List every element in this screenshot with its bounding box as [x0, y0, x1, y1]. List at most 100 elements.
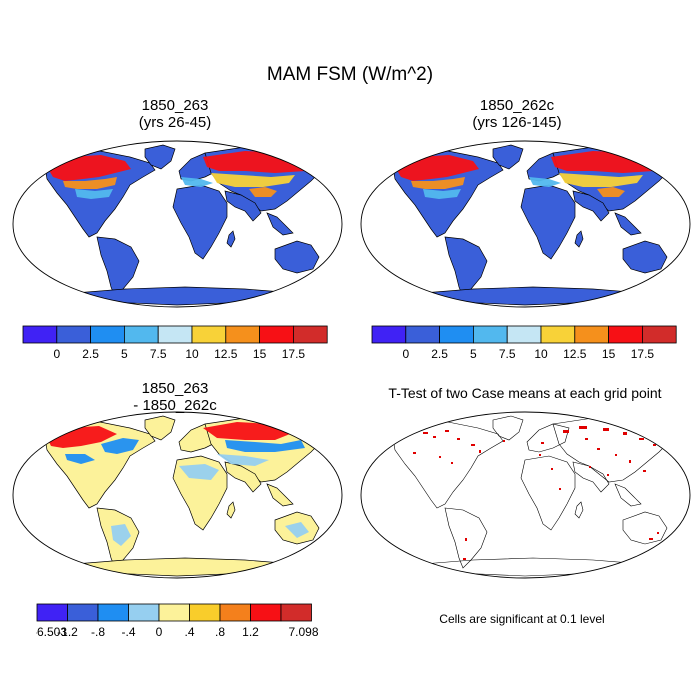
- colorbar-box: [191, 325, 227, 344]
- panel3-title-line1: 1850_263: [141, 380, 209, 397]
- landmass-australia: [274, 240, 320, 274]
- colorbar-box: [574, 325, 610, 344]
- landmass-north-america: [392, 421, 504, 509]
- colorbar-box: [56, 325, 91, 344]
- colorbar-box: [641, 325, 677, 344]
- colorbar-tick-label: 17.5: [282, 347, 306, 361]
- significant-cell: [539, 454, 541, 456]
- colorbar-tick-label: 2.5: [82, 347, 99, 361]
- significant-cell: [629, 460, 631, 463]
- value-region: [529, 177, 561, 187]
- landmass-antarctica: [422, 286, 644, 306]
- landmass-southeast-asia: [266, 212, 294, 236]
- significant-cell: [603, 428, 609, 431]
- landmass-australia: [622, 511, 668, 545]
- colorbar-tick-label: 17.5: [631, 347, 655, 361]
- colorbar-tick-label: 12.5: [214, 347, 238, 361]
- panel1-title-line2: (yrs 26-45): [138, 114, 212, 131]
- significant-cell: [433, 436, 436, 438]
- landmass-africa: [172, 184, 228, 260]
- landmass-europe: [526, 423, 570, 453]
- panel4-title: T-Test of two Case means at each grid po…: [388, 385, 662, 401]
- colorbar-box: [371, 325, 407, 344]
- value-region: [111, 524, 131, 546]
- landmass-southeast-asia: [614, 212, 642, 236]
- colorbar-tick-label: 5: [470, 347, 477, 361]
- significant-cell: [615, 454, 617, 456]
- significant-cell: [445, 430, 449, 432]
- colorbar-box: [128, 603, 160, 622]
- colorbar-difference: -6.503-1.2 -.8 -.4 0 .4 .8 1.2 7.098: [36, 603, 319, 639]
- significant-cell: [643, 470, 646, 472]
- colorbar-box: [540, 325, 576, 344]
- colorbar-box: [124, 325, 159, 344]
- map-land-group: [44, 415, 334, 577]
- landmass-south-america: [444, 236, 488, 298]
- colorbar-box: [439, 325, 474, 344]
- landmass-new-zealand: [326, 537, 334, 553]
- colorbar-tick-label: -.8: [91, 625, 105, 639]
- landmass-greenland: [492, 415, 524, 441]
- value-region: [181, 177, 213, 187]
- value-region: [217, 454, 269, 466]
- colorbar-tick-label: 5: [121, 347, 128, 361]
- significant-cell: [653, 444, 656, 446]
- landmass-madagascar: [226, 501, 236, 519]
- map-land-group: [44, 144, 334, 306]
- colorbar-tick-label: 12.5: [563, 347, 587, 361]
- map-panel-ttest: [360, 411, 691, 579]
- panel2-title: 1850_262c (yrs 126-145): [372, 97, 662, 131]
- value-region: [559, 173, 643, 187]
- value-region: [65, 454, 95, 464]
- panel3-title-line2: - 1850_262c: [133, 397, 217, 414]
- colorbar-tick-label: .4: [184, 625, 194, 639]
- colorbar-panel2: 0 2.5 5 7.5 10 12.5 15 17.5: [371, 325, 677, 361]
- map-panel-1850-263: [12, 140, 343, 308]
- landmass-south-america: [96, 236, 140, 298]
- value-region: [423, 189, 461, 199]
- significant-cell: [457, 438, 460, 440]
- significant-cell: [503, 440, 505, 442]
- significant-cell: [471, 444, 475, 446]
- colorbar-tick-label: .8: [215, 625, 225, 639]
- landmass-australia: [622, 240, 668, 274]
- landmass-greenland: [144, 144, 176, 170]
- colorbar-tick-label: -.4: [121, 625, 135, 639]
- landmass-greenland: [492, 144, 524, 170]
- map-panel-difference: [12, 411, 343, 579]
- landmass-madagascar: [574, 230, 584, 248]
- value-region: [211, 173, 295, 187]
- value-region: [597, 187, 625, 197]
- significant-cell: [639, 438, 644, 440]
- significant-cell: [563, 430, 569, 433]
- significant-cell: [607, 474, 609, 476]
- colorbar-box: [280, 603, 312, 622]
- significant-cell: [541, 442, 544, 444]
- significant-cell: [589, 466, 591, 468]
- landmass-new-zealand: [674, 537, 682, 553]
- colorbar-panel1: 0 2.5 5 7.5 10 12.5 15 17.5: [22, 325, 328, 361]
- colorbar-box: [22, 325, 58, 344]
- significant-cell: [463, 558, 466, 560]
- significant-cell: [649, 538, 653, 540]
- panel1-title: 1850_263 (yrs 26-45): [30, 97, 320, 131]
- significant-cell: [551, 468, 553, 470]
- colorbar-box: [90, 325, 125, 344]
- significant-cell: [669, 542, 671, 544]
- colorbar-tick-label: 7.5: [150, 347, 167, 361]
- colorbar-box: [506, 325, 542, 344]
- panel1-title-line1: 1850_263: [141, 97, 209, 114]
- landmass-arabia-india: [224, 461, 262, 493]
- colorbar-box: [250, 603, 282, 622]
- colorbar-tick-label: 2.5: [431, 347, 448, 361]
- colorbar-tick-label: 0: [53, 347, 60, 361]
- map-panel-1850-262c: [360, 140, 691, 308]
- colorbar-box: [67, 603, 99, 622]
- colorbar-box: [259, 325, 294, 344]
- colorbar-box: [405, 325, 440, 344]
- landmass-greenland: [144, 415, 176, 441]
- significant-cell: [423, 432, 428, 434]
- landmass-arabia-india: [572, 190, 610, 222]
- landmass-madagascar: [574, 501, 584, 519]
- colorbar-tick-label: 0: [402, 347, 409, 361]
